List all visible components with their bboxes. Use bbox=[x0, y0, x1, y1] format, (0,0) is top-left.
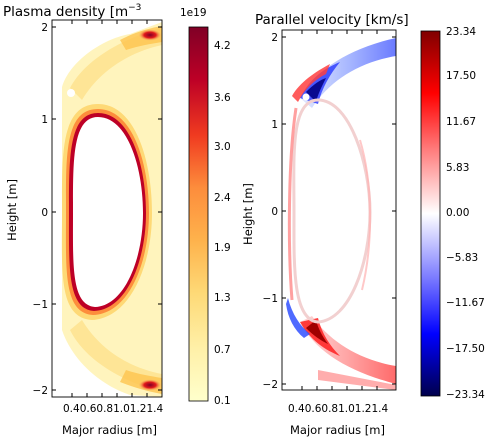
velocity-colorbar-tick: −23.34 bbox=[446, 389, 485, 401]
velocity-ytick-label: 0 bbox=[271, 206, 278, 218]
density-colorbar-tick: 0.7 bbox=[214, 344, 231, 356]
density-y-ticks: 2 1 0 −1 −2 bbox=[33, 22, 162, 397]
density-ytick-label: 1 bbox=[41, 114, 48, 126]
velocity-colorbar-tick: −11.67 bbox=[446, 297, 485, 309]
density-colorbar-tick: 1.9 bbox=[214, 242, 231, 254]
velocity-ytick-label: −1 bbox=[263, 293, 278, 305]
density-xtick-labels: 0.40.60.81.01.21.4 bbox=[63, 403, 164, 415]
velocity-colorbar-tick: 0.00 bbox=[446, 207, 469, 219]
velocity-xlabel: Major radius [m] bbox=[290, 423, 385, 437]
density-x-ticks: 0.40.60.81.01.21.4 bbox=[63, 20, 164, 415]
velocity-panel: Parallel velocity [km/s] bbox=[241, 12, 485, 437]
density-colorbar: 1e19 4.2 3.6 3.0 2.4 1.9 1.3 0.7 0.1 bbox=[180, 7, 231, 407]
density-ytick-label: −2 bbox=[33, 385, 48, 397]
density-title: Plasma density [m−3 bbox=[3, 3, 141, 20]
density-xlabel: Major radius [m] bbox=[62, 423, 157, 437]
velocity-y-ticks: 2 1 0 −1 −2 bbox=[263, 32, 396, 391]
velocity-ylabel: Height [m] bbox=[241, 183, 255, 245]
velocity-colorbar: 23.34 17.50 11.67 5.83 0.00 −5.83 −11.67… bbox=[420, 26, 485, 401]
density-ylabel: Height [m] bbox=[5, 179, 19, 241]
velocity-colorbar-tick: 23.34 bbox=[446, 26, 476, 38]
velocity-ytick-label: −2 bbox=[263, 379, 278, 391]
density-ytick-label: 0 bbox=[41, 207, 48, 219]
velocity-ytick-label: 1 bbox=[271, 119, 278, 131]
velocity-colorbar-tick: −17.50 bbox=[446, 343, 485, 355]
velocity-colorbar-tick: 11.67 bbox=[446, 116, 476, 128]
velocity-xtick-labels: 0.40.60.81.01.21.4 bbox=[288, 403, 389, 415]
velocity-colorbar-tick: 17.50 bbox=[446, 70, 476, 82]
velocity-colorbar-tick: 5.83 bbox=[446, 162, 469, 174]
density-axes-frame bbox=[51, 19, 163, 398]
density-field bbox=[61, 22, 162, 397]
density-colorbar-tick: 1.3 bbox=[214, 292, 231, 304]
density-ytick-label: 2 bbox=[41, 22, 48, 34]
density-colorbar-tick: 3.6 bbox=[214, 92, 231, 104]
density-colorbar-tick: 3.0 bbox=[214, 141, 231, 153]
velocity-title: Parallel velocity [km/s] bbox=[255, 12, 409, 28]
density-ytick-label: −1 bbox=[33, 299, 48, 311]
density-colorbar-tick: 4.2 bbox=[214, 40, 231, 52]
velocity-x-ticks: 0.40.60.81.01.21.4 bbox=[288, 30, 389, 415]
velocity-ytick-label: 2 bbox=[271, 32, 278, 44]
density-colorbar-tick: 2.4 bbox=[214, 192, 231, 204]
density-panel: Plasma density [m−3 bbox=[3, 3, 231, 437]
velocity-field bbox=[286, 38, 396, 390]
velocity-axes-frame bbox=[281, 29, 397, 391]
velocity-colorbar-tick: −5.83 bbox=[446, 252, 478, 264]
density-colorbar-tick: 0.1 bbox=[214, 395, 231, 407]
density-colorbar-offset: 1e19 bbox=[180, 7, 207, 19]
